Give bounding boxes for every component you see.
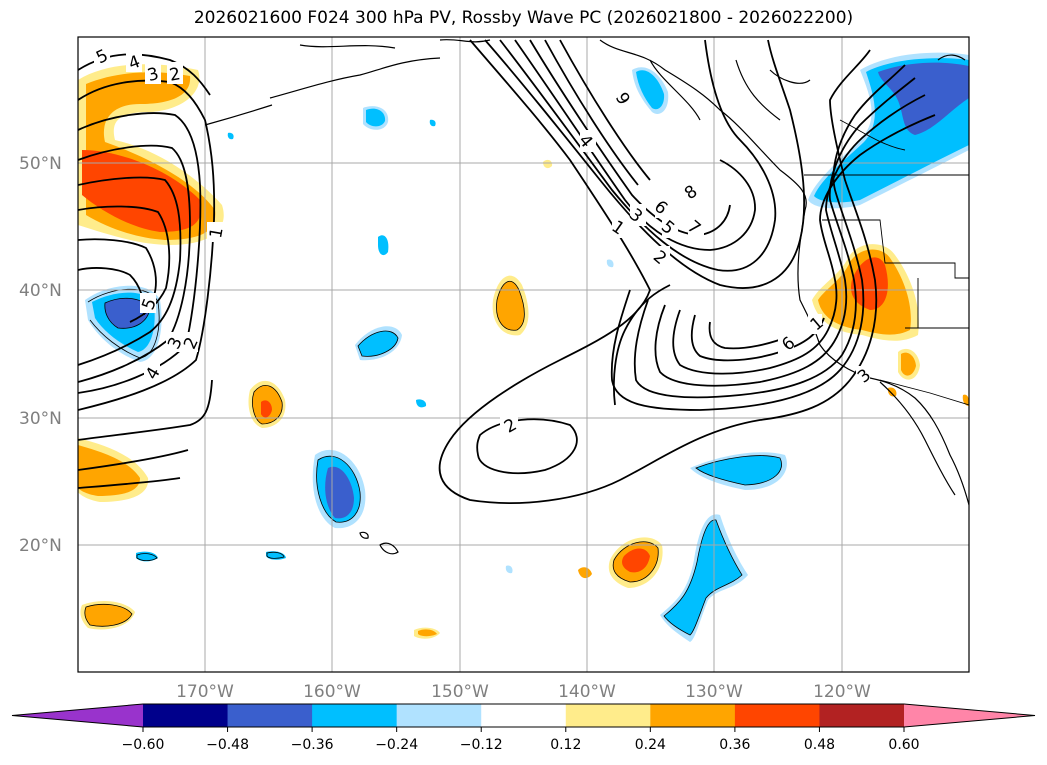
colorbar-segment-10 xyxy=(904,704,1035,727)
colorbar-segment-5 xyxy=(481,704,567,727)
colorbar-segment-8 xyxy=(734,704,820,727)
longitude-labels: 170°W 160°W 150°W 140°W 130°W 120°W xyxy=(176,682,871,702)
lat-label-20n: 20°N xyxy=(19,536,62,556)
colorbar-tick-label: −0.60 xyxy=(122,737,165,753)
colorbar-tick-label: 0.60 xyxy=(888,737,919,753)
colorbar-tick-label: −0.48 xyxy=(206,737,249,753)
colorbar-segment-9 xyxy=(819,704,905,727)
anomaly-outlines xyxy=(84,280,782,636)
colorbar xyxy=(11,703,1036,728)
latitude-labels: 50°N 40°N 30°N 20°N xyxy=(19,154,62,556)
colorbar-tick-label: 0.36 xyxy=(719,737,750,753)
colorbar-tick-label: 0.24 xyxy=(635,737,666,753)
graticule xyxy=(78,37,969,672)
map-frame xyxy=(77,36,970,673)
contour-label-4: 2 xyxy=(168,64,182,86)
lon-label-130w: 130°W xyxy=(685,682,743,702)
colorbar-segment-0 xyxy=(12,704,143,727)
borders xyxy=(804,119,969,406)
lat-label-50n: 50°N xyxy=(19,154,62,174)
colorbar-tick-label: −0.24 xyxy=(375,737,418,753)
colorbar-segment-7 xyxy=(650,704,736,727)
colorbar-tick-label: 0.12 xyxy=(550,737,581,753)
colorbar-segment-1 xyxy=(143,704,229,727)
colorbar-segment-3 xyxy=(312,704,398,727)
lon-label-160w: 160°W xyxy=(303,682,361,702)
plot-title: 2026021600 F024 300 hPa PV, Rossby Wave … xyxy=(193,8,854,28)
colorbar-segment-4 xyxy=(396,704,482,727)
colorbar-tick-label: 0.48 xyxy=(804,737,835,753)
colorbar-segment-6 xyxy=(565,704,651,727)
lat-label-30n: 30°N xyxy=(19,409,62,429)
colorbar-segment-2 xyxy=(227,704,313,727)
lat-label-40n: 40°N xyxy=(19,281,62,301)
lon-label-120w: 120°W xyxy=(813,682,871,702)
lon-label-170w: 170°W xyxy=(176,682,234,702)
contour-label-5: 1 xyxy=(206,226,228,240)
colorbar-tick-label: −0.36 xyxy=(291,737,334,753)
colorbar-tick-label: −0.12 xyxy=(460,737,503,753)
map-area xyxy=(78,37,969,672)
lon-label-140w: 140°W xyxy=(558,682,616,702)
lon-label-150w: 150°W xyxy=(431,682,489,702)
contour-label-3: 3 xyxy=(145,64,161,86)
colorbar-ticks: −0.60 −0.48 −0.36 −0.24 −0.12 0.12 0.24 0.36 0.4… xyxy=(122,727,920,753)
contour-labels: 5 4 3 2 1 2 3 4 5 9 4 8 6 5 xyxy=(93,44,875,438)
